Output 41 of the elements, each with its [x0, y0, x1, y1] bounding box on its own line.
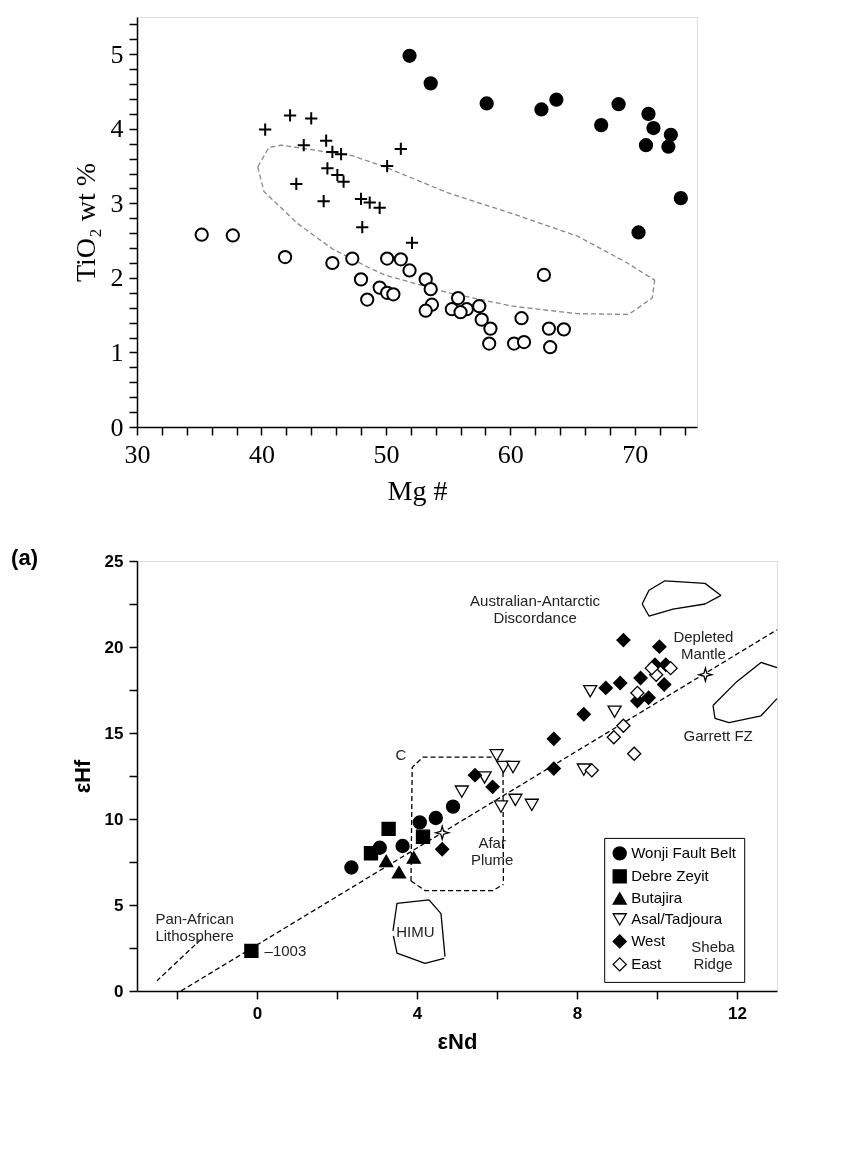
x-tick-label: 40 — [248, 439, 275, 469]
legend-label: East — [631, 955, 663, 973]
annotation: Garrett FZ — [683, 726, 753, 744]
y-tick-label: 1 — [110, 337, 124, 367]
x-tick-label: 8 — [572, 1003, 583, 1023]
x-tick-label: 0 — [252, 1003, 263, 1023]
y-tick-label: 4 — [110, 114, 124, 144]
x-tick-label: 4 — [412, 1003, 423, 1023]
y-axis-title: TiO₂ wt % — [69, 162, 101, 283]
legend-label: Debre Zeyit — [631, 867, 710, 885]
annotation: Afar Plume — [470, 833, 514, 868]
x-axis-title: Mg # — [387, 474, 448, 506]
y-tick-label: 20 — [104, 637, 124, 657]
annotation: C — [395, 746, 407, 764]
legend-label: West — [631, 932, 666, 950]
y-tick-label: 2 — [110, 263, 124, 293]
annotation: Australian-Antarctic Discordance — [470, 591, 601, 626]
annotation: HIMU — [396, 922, 435, 940]
legend-label: Butajira — [631, 889, 683, 907]
y-tick-label: 15 — [104, 723, 124, 743]
x-tick-label: 12 — [728, 1003, 747, 1023]
annotation: Depleted Mantle — [673, 627, 734, 662]
y-axis-title: εHf — [69, 759, 95, 794]
legend-label: Wonji Fault Belt — [631, 844, 737, 862]
y-tick-label: 0 — [110, 412, 124, 442]
y-tick-label: 5 — [110, 39, 124, 69]
y-tick-label: 0 — [114, 981, 124, 1001]
x-tick-label: 60 — [497, 439, 524, 469]
y-tick-label: 5 — [114, 895, 124, 915]
y-tick-label: 25 — [104, 551, 124, 571]
legend-label: Asal/Tadjoura — [631, 910, 723, 928]
x-tick-label: 30 — [124, 439, 151, 469]
annotation: –1003 — [264, 941, 307, 959]
chart-title: (a) — [11, 545, 38, 570]
x-tick-label: 70 — [622, 439, 649, 469]
y-tick-label: 10 — [104, 809, 124, 829]
annotation: Sheba Ridge — [691, 938, 736, 973]
y-tick-label: 3 — [110, 188, 124, 218]
annotation: Pan-African Lithosphere — [155, 909, 234, 944]
x-tick-label: 50 — [373, 439, 400, 469]
x-axis-title: εNd — [437, 1028, 478, 1054]
